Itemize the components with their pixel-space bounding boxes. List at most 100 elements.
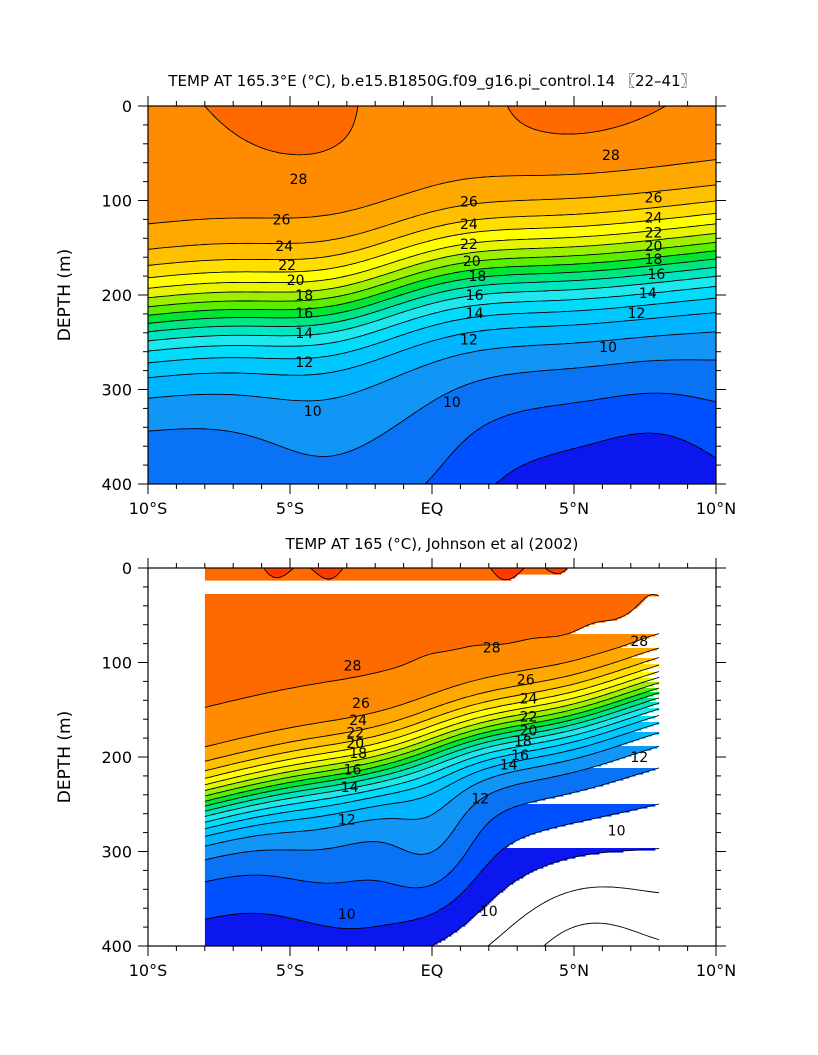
contour-cell (500, 688, 554, 691)
contour-cell (242, 768, 274, 771)
contour-cell (148, 256, 325, 259)
contour-cell (206, 326, 357, 329)
contour-cell (226, 810, 256, 813)
contour-cell (626, 362, 716, 365)
contour-cell (644, 274, 716, 277)
contour-cell (500, 302, 669, 305)
contour-cell (210, 844, 348, 847)
contour-cell (472, 382, 716, 385)
contour-cell (204, 568, 266, 571)
contour-cell (630, 696, 648, 699)
contour-cell (572, 714, 592, 717)
contour-cell (254, 810, 296, 813)
contour-cell (400, 754, 418, 757)
contour-cell (226, 126, 353, 129)
contour-cell (584, 700, 604, 703)
contour-cell (586, 720, 606, 723)
contour-cell (460, 858, 494, 861)
contour-cell (250, 142, 341, 145)
contour-cell (410, 756, 426, 759)
contour-cell (260, 792, 290, 795)
contour-cell (204, 666, 398, 669)
contour-cell (448, 802, 478, 805)
contour-cell (654, 282, 716, 285)
contour-cell (464, 306, 627, 309)
contour-cell (618, 710, 636, 713)
contour-cell (542, 344, 716, 347)
contour-cell (214, 116, 357, 119)
contour-cell (478, 260, 619, 263)
contour-cell (560, 686, 592, 689)
contour-cell (428, 286, 471, 289)
contour-cell (148, 442, 273, 445)
contour-cell (448, 392, 716, 395)
contour-cell (316, 344, 373, 347)
contour-cell (148, 390, 361, 393)
contour-cell (400, 220, 467, 223)
contour-cell (316, 572, 340, 575)
contour-cell (362, 298, 389, 301)
contour-cell (148, 482, 427, 484)
contour-cell (694, 396, 716, 399)
contour-cell (480, 872, 530, 875)
contour-cell (586, 254, 679, 257)
contour-cell (532, 780, 616, 783)
contour-cell (336, 784, 368, 787)
contour-cell (476, 876, 524, 879)
contour-cell (148, 346, 195, 349)
contour-cell (510, 736, 540, 739)
contour-cell (148, 280, 317, 283)
contour-cell (626, 306, 716, 309)
contour-cell (710, 312, 716, 315)
contour-cell (226, 772, 256, 775)
contour-cell (204, 574, 270, 577)
contour-cell (238, 820, 286, 823)
contour-cell (444, 208, 643, 211)
contour-cell (596, 684, 618, 687)
contour-cell (424, 762, 442, 765)
contour-cell (466, 438, 611, 441)
contour-cell (488, 714, 520, 717)
contour-cell (494, 314, 689, 317)
contour-cell (450, 752, 470, 755)
contour-cell (402, 420, 495, 423)
contour-cell (468, 752, 490, 755)
contour-line (204, 702, 660, 817)
contour-cell (550, 734, 576, 737)
contour-cell (284, 742, 342, 745)
contour-label: 10 (443, 395, 461, 411)
contour-label: 20 (287, 273, 305, 289)
contour-cell (414, 412, 517, 415)
contour-cell (216, 856, 464, 859)
contour-cell (484, 378, 716, 381)
contour-cell (452, 390, 716, 393)
contour-cell (214, 758, 256, 761)
contour-label: 16 (295, 306, 313, 322)
contour-cell (370, 246, 409, 249)
contour-cell (572, 660, 620, 663)
contour-label: 14 (295, 326, 313, 342)
contour-cell (204, 646, 468, 649)
contour-cell (484, 866, 544, 869)
contour-cell (418, 786, 446, 789)
contour-cell (386, 708, 432, 711)
contour-cell (648, 594, 658, 597)
contour-cell (436, 706, 468, 709)
contour-cell (428, 212, 597, 215)
contour-cell (216, 792, 240, 795)
contour-cell (242, 796, 268, 799)
contour-cell (452, 830, 482, 833)
contour-cell (148, 176, 487, 179)
contour-cell (506, 474, 716, 477)
contour-cell (178, 328, 349, 331)
contour-cell (520, 670, 588, 673)
contour-cell (458, 354, 716, 357)
contour-cell (488, 250, 635, 253)
contour-label: 22 (460, 237, 478, 253)
contour-cell (358, 272, 391, 275)
contour-cell (432, 476, 505, 479)
contour-cell (472, 764, 500, 767)
contour-cell (248, 790, 272, 793)
x-tick-label: 5°N (559, 499, 589, 518)
contour-cell (374, 286, 401, 289)
